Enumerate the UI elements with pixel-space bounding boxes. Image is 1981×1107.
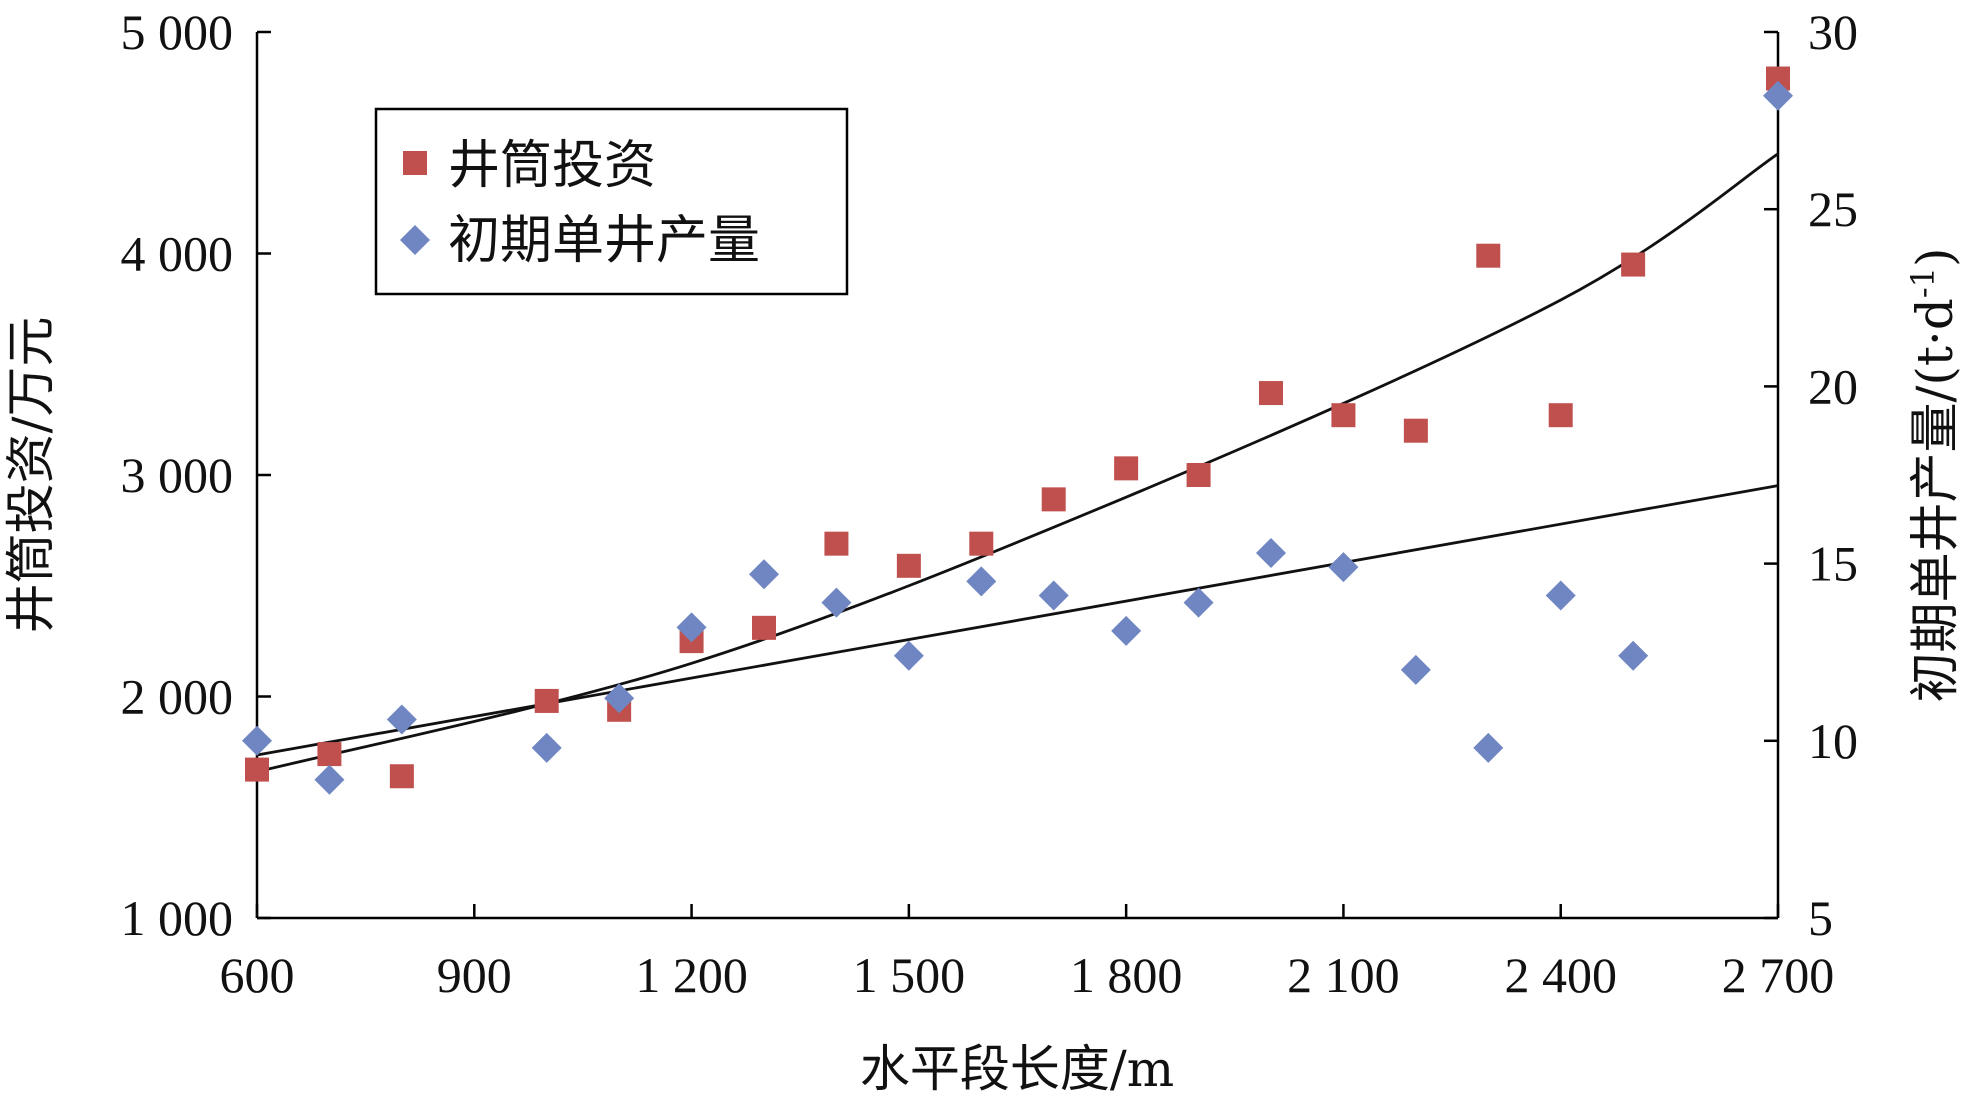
y-right-tick-label: 15: [1808, 536, 1858, 592]
y-right-tick-label: 20: [1808, 358, 1858, 414]
production-point: [314, 764, 345, 795]
x-axis-ticks: 600 900 1 200 1 500 1 800 2 100 2 400 2 700: [220, 904, 1835, 1003]
production-point: [1763, 80, 1793, 111]
y-right-tick-label: 10: [1808, 713, 1858, 769]
investment-point: [1331, 403, 1356, 428]
y-axis-left-title: 井筒投资/万元: [2, 317, 60, 634]
production-point: [1473, 732, 1504, 763]
production-point: [386, 704, 417, 735]
investment-point: [389, 764, 414, 789]
legend-diamond-marker: [400, 225, 430, 255]
y-axis-right-ticks: 5 10 15 20 25 30: [1764, 4, 1858, 946]
investment-point: [534, 688, 559, 713]
y-axis-right-title-main: 初期单井产量/(t·d: [1906, 298, 1964, 702]
production-point: [749, 559, 779, 590]
investment-point: [969, 531, 994, 556]
x-tick-label: 600: [220, 947, 295, 1003]
production-point: [1618, 640, 1649, 671]
investment-point: [1114, 456, 1139, 481]
x-tick-label: 2 400: [1504, 947, 1617, 1003]
x-tick-label: 2 700: [1722, 947, 1835, 1003]
x-tick-label: 1 500: [853, 947, 966, 1003]
production-point: [966, 566, 997, 597]
legend-box: [374, 107, 849, 296]
y-left-tick-label: 2 000: [121, 669, 234, 725]
x-tick-label: 900: [437, 947, 512, 1003]
y-axis-right-title-end: ): [1906, 247, 1964, 267]
x-tick-label: 2 100: [1287, 947, 1400, 1003]
production-point: [676, 612, 707, 643]
investment-point: [1403, 418, 1428, 443]
investment-point: [896, 553, 921, 578]
investment-point: [1621, 252, 1646, 277]
y-right-tick-label: 30: [1808, 4, 1858, 60]
production-point: [531, 732, 562, 763]
y-axis-right-title-superscript: -1: [1904, 267, 1942, 298]
y-right-tick-label: 25: [1808, 181, 1858, 237]
production-point: [1183, 587, 1214, 618]
production-trend-line: [256, 484, 1779, 757]
production-point: [893, 640, 924, 671]
investment-point: [1548, 403, 1573, 428]
y-right-tick-label: 5: [1808, 890, 1833, 946]
investment-point: [824, 531, 849, 556]
investment-point: [1186, 463, 1211, 487]
production-point: [821, 587, 852, 618]
data-markers: [242, 66, 1793, 795]
y-left-tick-label: 4 000: [121, 226, 234, 282]
y-left-tick-label: 1 000: [121, 890, 234, 946]
investment-point: [1259, 381, 1283, 406]
investment-point: [752, 615, 776, 640]
legend-label-production: 初期单井产量: [448, 211, 760, 271]
investment-point: [317, 742, 342, 767]
trend-lines: [256, 152, 1779, 774]
investment-point: [1041, 487, 1066, 512]
production-point: [1038, 580, 1069, 611]
x-tick-label: 1 800: [1070, 947, 1183, 1003]
production-point: [1545, 580, 1576, 611]
production-point: [1111, 615, 1142, 646]
production-point: [242, 725, 272, 756]
legend: 井筒投资 初期单井产量: [374, 107, 849, 296]
production-point: [1328, 552, 1359, 583]
y-axis-right-title: 初期单井产量/(t·d-1): [1904, 247, 1964, 702]
x-axis-title: 水平段长度/m: [860, 1040, 1174, 1098]
y-left-tick-label: 3 000: [121, 447, 234, 503]
investment-point: [245, 757, 269, 782]
y-axis-left-ticks: 1 000 2 000 3 000 4 000 5 000: [121, 4, 271, 946]
legend-square-marker: [403, 151, 427, 175]
investment-trend-line: [256, 152, 1779, 774]
x-tick-label: 1 200: [635, 947, 748, 1003]
production-point: [604, 683, 635, 714]
y-left-tick-label: 5 000: [121, 4, 234, 60]
investment-point: [1476, 243, 1501, 268]
legend-label-investment: 井筒投资: [448, 136, 656, 196]
production-point: [1400, 654, 1431, 685]
production-point: [1256, 537, 1286, 568]
